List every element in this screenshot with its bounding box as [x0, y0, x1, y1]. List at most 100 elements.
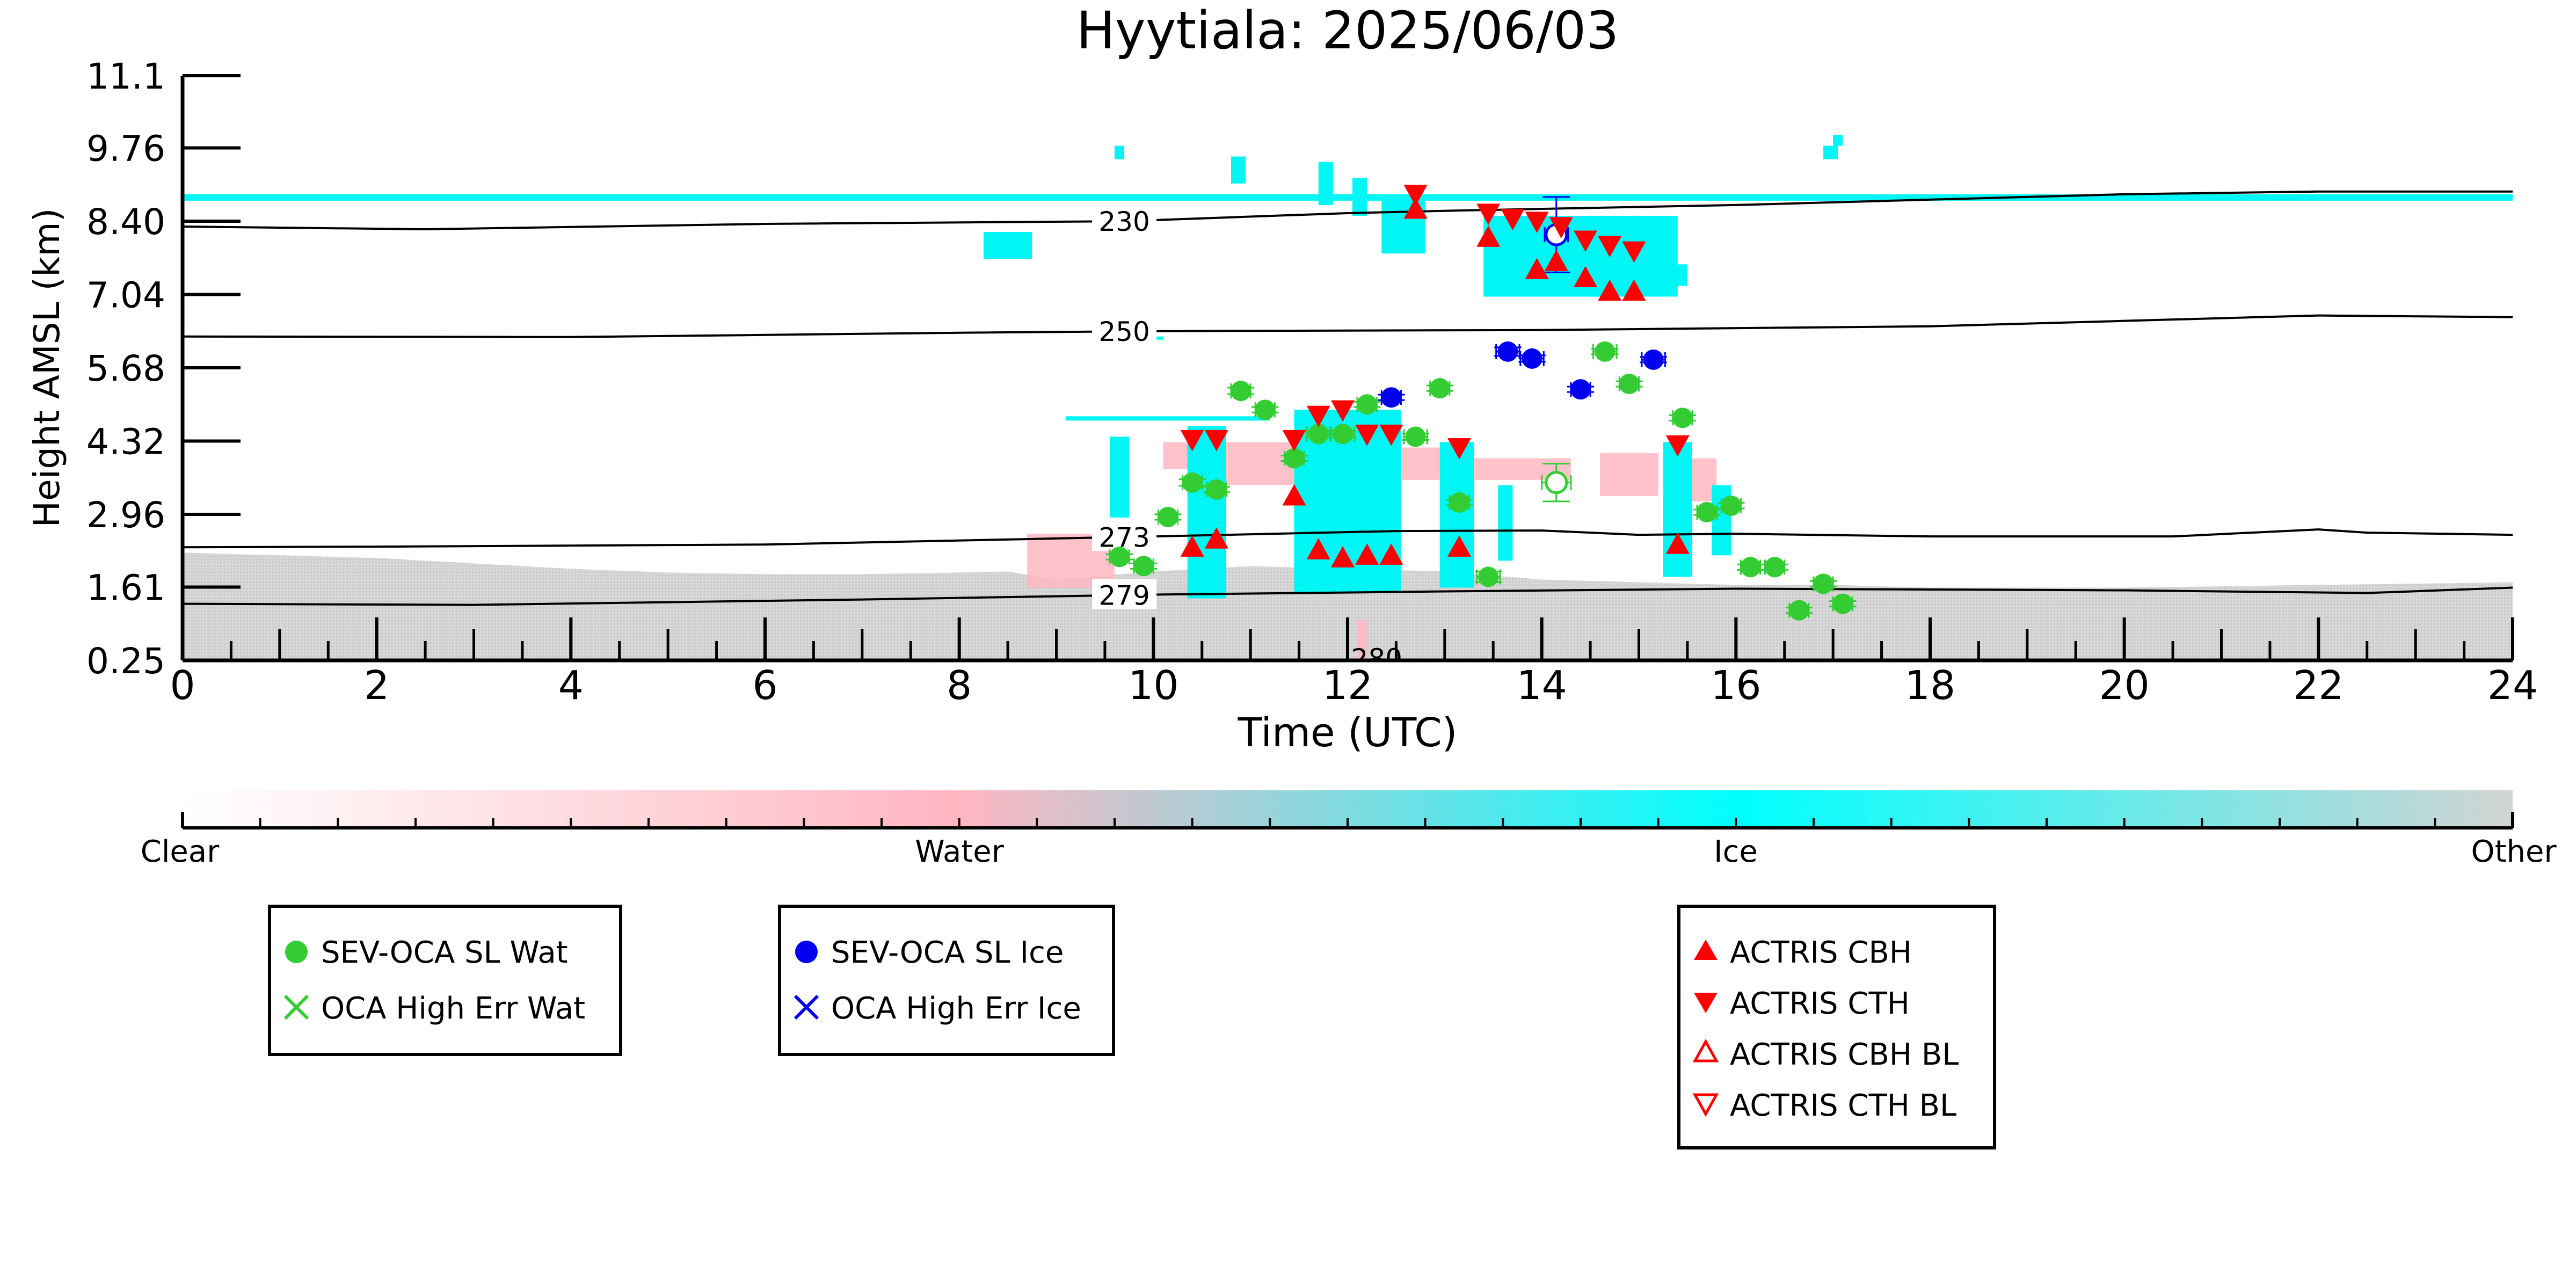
marker-sev-oca-wat	[1255, 399, 1276, 420]
cloud-mask-ice-patch	[1663, 442, 1692, 577]
cloud-mask-water-patch	[1401, 447, 1445, 480]
temperature-contour-label: 230	[1098, 206, 1149, 237]
temperature-contour-label-bg	[1092, 205, 1157, 235]
y-tick-label: 4.32	[86, 421, 165, 462]
marker-actris-cbh	[1355, 543, 1379, 565]
cloud-mask-ice-patch	[1712, 485, 1731, 556]
cloud-mask-ice-patch	[1648, 264, 1687, 286]
x-tick-label: 4	[558, 663, 584, 709]
legend-box-ice	[778, 905, 1115, 1056]
cloud-mask-ice-patch	[183, 194, 2513, 201]
cloud-mask-ice-patch	[1381, 194, 1425, 254]
cloud-mask-ice-patch	[1187, 426, 1226, 599]
x-tick-label: 8	[947, 663, 972, 709]
legend-label-high-err-wat: OCA High Err Wat	[321, 991, 585, 1026]
marker-actris-cbh	[1306, 538, 1330, 559]
marker-actris-cbh	[1476, 225, 1501, 247]
legend-label-sev-oca-wat: SEV-OCA SL Wat	[321, 935, 568, 970]
legend-actris: ACTRIS CBH ACTRIS CTH ACTRIS CBH BL ACTR…	[1677, 905, 1996, 1149]
marker-actris-cbh	[1282, 484, 1306, 506]
y-tick-label: 7.04	[86, 274, 165, 316]
legend-marker-actris-cth-bl	[1692, 1093, 1719, 1117]
marker-actris-cth	[1501, 209, 1525, 230]
marker-actris-cbh	[1574, 266, 1598, 287]
x-tick-label: 0	[170, 663, 195, 709]
cloud-mask-water-patch	[1226, 442, 1294, 485]
marker-actris-cth	[1574, 230, 1598, 252]
data-markers	[1105, 185, 1857, 621]
colorbar-label-clear: Clear	[141, 834, 220, 869]
x-tick-label: 16	[1711, 663, 1761, 709]
legend-label-high-err-ice: OCA High Err Ice	[831, 991, 1081, 1026]
legend-label-actris-cth-bl: ACTRIS CTH BL	[1730, 1088, 1956, 1123]
legend-label-actris-cbh-bl: ACTRIS CBH BL	[1730, 1037, 1959, 1072]
colorbar-ticks	[181, 812, 2514, 828]
chart-title: Hyytiala: 2025/06/03	[1076, 1, 1619, 61]
legend-ice: SEV-OCA SL Ice OCA High Err Ice	[778, 905, 1115, 1056]
legend-marker-actris-cbh	[1694, 940, 1718, 960]
colorbar-label-ice: Ice	[1714, 834, 1758, 869]
legend-box-water	[268, 905, 622, 1056]
marker-sev-oca-ice	[1570, 379, 1591, 400]
marker-sev-oca-wat	[1764, 557, 1785, 578]
legend-marker-high-err-wat	[283, 994, 309, 1020]
cloud-mask-ice-patch	[1066, 416, 1270, 421]
legend-label-actris-cth: ACTRIS CTH	[1730, 986, 1910, 1021]
cloud-mask-ice-patch	[1439, 442, 1474, 588]
temperature-contour-label: 279	[1098, 580, 1149, 611]
temperature-contour-line	[183, 190, 2513, 231]
marker-sev-oca-wat	[1740, 557, 1761, 578]
y-tick-label: 2.96	[86, 494, 165, 536]
x-tick-label: 24	[2487, 663, 2538, 709]
colorbar: Clear Water Ice Other	[141, 790, 2557, 869]
cloud-mask-water-patch	[1357, 620, 1367, 660]
cloud-mask-ice-patch	[1352, 178, 1367, 216]
marker-actris-cth	[1598, 236, 1622, 258]
marker-actris-cth	[1355, 424, 1379, 446]
temperature-contour-line	[183, 314, 2513, 338]
marker-actris-cbh	[1204, 527, 1228, 549]
marker-sev-oca-wat	[1788, 600, 1809, 621]
temperature-contour-label: 280	[1351, 643, 1402, 674]
legend-marker-high-err-ice	[794, 994, 819, 1020]
marker-actris-cbh	[1379, 543, 1403, 565]
colorbar-label-other: Other	[2471, 834, 2557, 869]
marker-actris-cbh	[1544, 250, 1568, 271]
temperature-contour-label: 250	[1098, 316, 1149, 347]
cloud-mask-water	[1027, 442, 1717, 660]
x-tick-label: 2	[364, 663, 389, 709]
temperature-contour-label-bg	[1092, 579, 1157, 609]
marker-actris-cth	[1525, 212, 1549, 233]
x-tick-label: 20	[2099, 663, 2150, 709]
legend-label-sev-oca-ice: SEV-OCA SL Ice	[831, 935, 1064, 970]
marker-sev-oca-wat	[1284, 448, 1305, 469]
marker-actris-cbh	[1622, 279, 1646, 301]
marker-sev-oca-wat	[1133, 556, 1154, 577]
marker-actris-cbh	[1180, 535, 1204, 557]
marker-actris-cth	[1180, 430, 1204, 452]
marker-actris-cth	[1330, 400, 1355, 422]
marker-sev-oca-wat	[1182, 472, 1203, 493]
marker-sev-oca-ice	[1522, 348, 1542, 369]
x-axis-ticks: 0 2 4 6 8 10 12 14 16 18 20 22 24	[170, 617, 2538, 709]
cloud-mask-ice-patch	[983, 232, 1032, 259]
y-tick-label: 1.61	[86, 567, 165, 608]
marker-actris-cth	[1476, 203, 1501, 225]
cloud-mask-water-patch	[1600, 453, 1658, 496]
marker-sev-oca-ice	[1643, 349, 1664, 370]
marker-actris-cth	[1379, 424, 1403, 446]
marker-sev-oca-wat	[1405, 426, 1426, 447]
marker-sev-oca-wat	[1478, 566, 1499, 587]
marker-sev-oca-wat	[1231, 381, 1251, 402]
marker-sev-oca-wat	[1357, 394, 1378, 415]
marker-sev-oca-wat	[1832, 593, 1853, 614]
x-tick-label: 18	[1905, 663, 1955, 709]
legend-box-actris	[1677, 905, 1996, 1149]
marker-sev-oca-wat	[1308, 424, 1329, 445]
x-tick-label: 6	[752, 663, 777, 709]
marker-sev-oca-ice	[1381, 387, 1402, 408]
marker-sev-oca-wat	[1813, 573, 1834, 594]
marker-actris-cbh	[1330, 546, 1355, 567]
marker-actris-cth	[1622, 241, 1646, 263]
